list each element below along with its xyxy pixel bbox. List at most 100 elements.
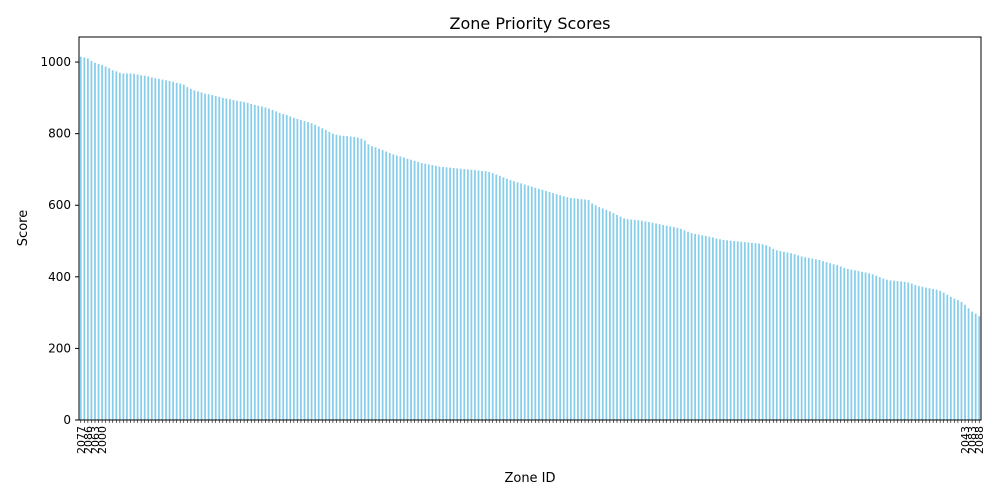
bar bbox=[537, 188, 540, 420]
x-tick-label: 2043 bbox=[959, 426, 972, 454]
bar bbox=[978, 316, 981, 420]
y-axis: 0 200 400 600 800 1000 bbox=[40, 55, 79, 427]
bar bbox=[804, 257, 807, 420]
bar bbox=[527, 185, 530, 420]
bar bbox=[829, 263, 831, 420]
bar bbox=[562, 196, 565, 420]
bar bbox=[236, 100, 238, 421]
bar bbox=[126, 73, 128, 420]
bar bbox=[758, 243, 760, 420]
bar bbox=[292, 117, 295, 421]
bar bbox=[598, 207, 601, 420]
x-tick-label: 2086 bbox=[82, 426, 95, 454]
bar bbox=[296, 118, 299, 420]
bar bbox=[584, 199, 586, 420]
bar bbox=[889, 280, 892, 420]
bar bbox=[349, 136, 352, 420]
bar bbox=[161, 79, 164, 420]
bar bbox=[630, 219, 633, 420]
bar bbox=[893, 280, 895, 420]
bar bbox=[481, 170, 483, 420]
bar bbox=[165, 80, 167, 420]
bar bbox=[495, 174, 498, 420]
bar bbox=[271, 110, 274, 421]
bar bbox=[541, 189, 544, 420]
bar bbox=[910, 283, 913, 420]
bar bbox=[129, 73, 132, 420]
bar bbox=[960, 301, 963, 420]
bar bbox=[932, 288, 934, 420]
bar bbox=[882, 278, 885, 420]
bar bbox=[374, 147, 377, 420]
bar bbox=[555, 194, 558, 420]
bar bbox=[218, 96, 221, 420]
bar bbox=[974, 313, 977, 420]
bar bbox=[708, 236, 711, 420]
bar bbox=[665, 225, 668, 420]
bar bbox=[474, 170, 476, 420]
bar bbox=[431, 165, 434, 420]
bar bbox=[424, 163, 427, 420]
bar bbox=[868, 273, 871, 420]
bar bbox=[459, 168, 462, 420]
bar bbox=[303, 121, 306, 421]
bar bbox=[903, 281, 906, 420]
bar bbox=[648, 222, 650, 420]
bar bbox=[591, 203, 594, 420]
bar bbox=[335, 134, 338, 420]
bar bbox=[946, 294, 949, 420]
bar bbox=[701, 235, 704, 420]
bar bbox=[172, 81, 174, 421]
bar bbox=[925, 287, 927, 420]
bar bbox=[839, 266, 842, 420]
bar bbox=[445, 167, 448, 420]
bar bbox=[122, 73, 125, 420]
bar bbox=[133, 73, 135, 421]
bar bbox=[729, 240, 732, 420]
bar bbox=[229, 99, 231, 420]
bar bbox=[715, 238, 718, 420]
bar bbox=[651, 222, 654, 420]
bar bbox=[506, 178, 508, 420]
bar bbox=[548, 191, 551, 420]
bar bbox=[136, 74, 139, 420]
bar bbox=[619, 216, 622, 420]
bar bbox=[179, 83, 182, 420]
bar bbox=[694, 233, 697, 420]
bar bbox=[736, 241, 739, 420]
bar bbox=[832, 264, 835, 420]
bar bbox=[154, 78, 157, 420]
bar bbox=[733, 241, 736, 420]
bar bbox=[768, 246, 771, 420]
bar bbox=[640, 220, 643, 420]
bar bbox=[580, 199, 583, 420]
bar bbox=[470, 169, 473, 420]
bar bbox=[466, 169, 469, 420]
y-tick-label: 0 bbox=[63, 413, 71, 427]
bar bbox=[118, 72, 121, 420]
bar bbox=[530, 186, 533, 420]
bar bbox=[246, 102, 249, 421]
bar bbox=[790, 253, 792, 420]
bar bbox=[655, 223, 657, 420]
bar bbox=[186, 87, 189, 421]
bar bbox=[268, 108, 270, 420]
bar bbox=[687, 231, 689, 420]
bar bbox=[921, 286, 924, 420]
bar bbox=[836, 265, 839, 420]
bar bbox=[339, 135, 341, 420]
bar bbox=[964, 304, 966, 420]
bar bbox=[896, 281, 899, 420]
bar bbox=[239, 101, 242, 421]
bar bbox=[513, 181, 515, 420]
bar bbox=[775, 250, 778, 420]
bar bbox=[275, 111, 277, 420]
bar bbox=[204, 93, 206, 420]
bar bbox=[942, 292, 945, 420]
y-tick-label: 1000 bbox=[40, 55, 71, 69]
bar bbox=[811, 258, 814, 420]
x-tick-label: 2063 bbox=[89, 426, 102, 454]
bar bbox=[90, 60, 93, 420]
bar bbox=[577, 198, 579, 420]
bar bbox=[410, 159, 412, 420]
